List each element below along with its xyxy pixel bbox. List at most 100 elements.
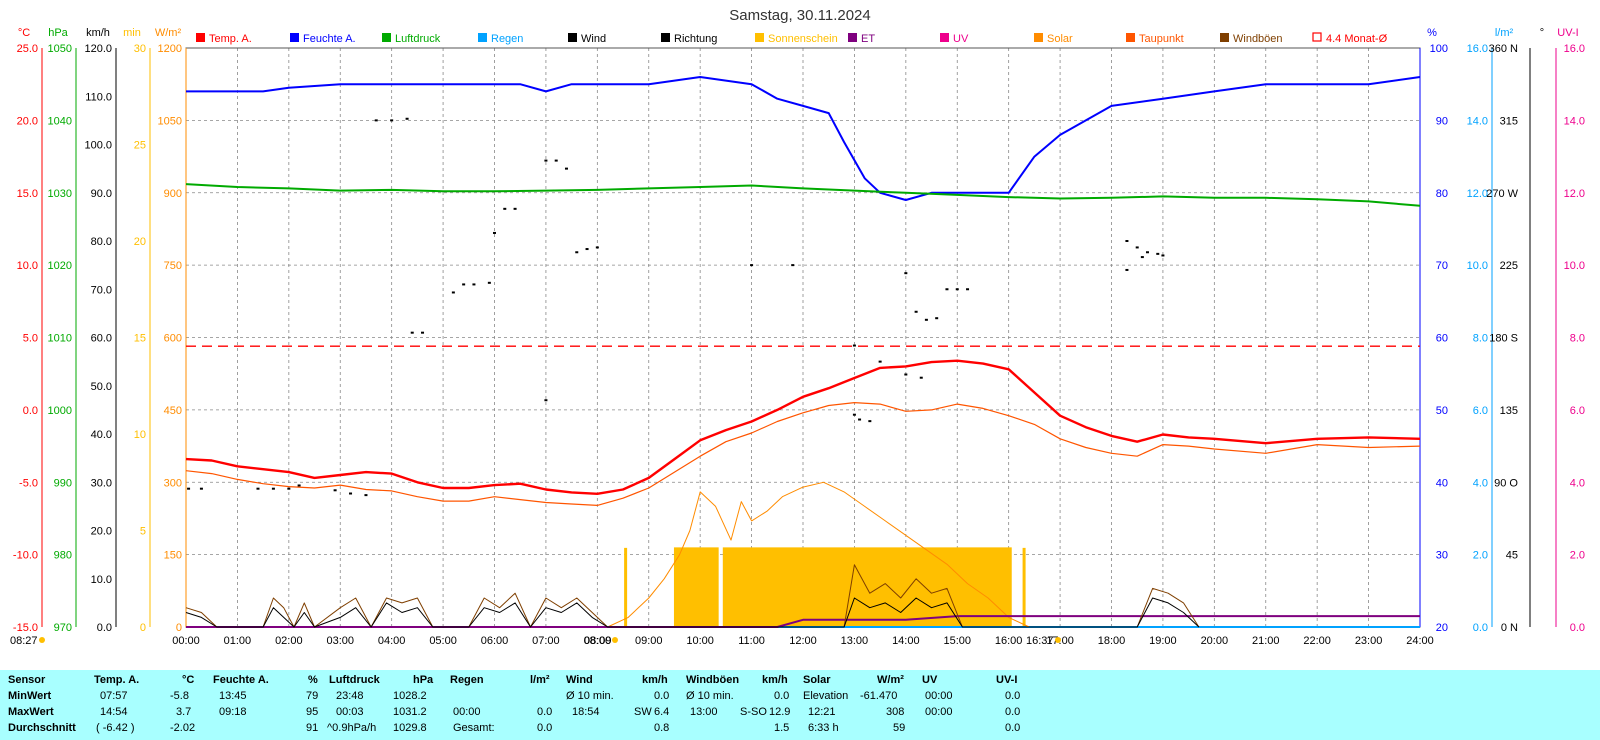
direction-dot [1135,246,1139,249]
stats-avg-solar: 59 [893,722,906,734]
series-line-feuchte-a- [186,76,1421,201]
stats-header-temp-unit: °C [182,674,195,686]
direction-dot [791,264,795,267]
axis-tick-wind: 80.0 [91,236,112,248]
x-tick-label: 18:00 [1098,635,1126,647]
stats-header-gust-unit: km/h [762,674,788,686]
axis-tick-press: 1050 [48,43,72,55]
direction-dot [919,376,923,379]
axis-tick-hum: 60 [1436,333,1448,345]
stats-header-uv: UV [922,674,938,686]
stats-avg-press: 1029.8 [393,722,427,734]
axis-tick-dir: 360 N [1489,43,1518,55]
direction-dot [878,360,882,363]
legend-swatch [568,33,577,42]
legend-label: Luftdruck [395,33,441,45]
axis-tick-press: 1000 [48,405,72,417]
direction-dot [935,317,939,320]
axis-tick-rain: 4.0 [1473,477,1488,489]
axis-tick-hum: 70 [1436,260,1448,272]
axis-tick-solar: 1050 [158,115,182,127]
stats-max-wind: 6.4 [654,706,670,718]
axis-tick-min: 0 [140,622,146,634]
stats-header-solar-unit: W/m² [877,674,904,686]
direction-dot [271,487,275,490]
axis-tick-uv: 16.0 [1564,43,1585,55]
x-tick-label: 20:00 [1201,635,1229,647]
stats-max-gust-dir: S-SO [740,706,767,718]
axis-tick-rain: 6.0 [1473,405,1488,417]
stats-min-temp: -5.8 [170,690,189,702]
stats-header-hum-unit: % [308,674,318,686]
axis-tick-uv: 0.0 [1570,622,1585,634]
stats-header-rain-unit: l/m² [530,674,550,686]
axis-unit-uv: UV-I [1557,27,1578,39]
axis-tick-rain: 14.0 [1467,115,1488,127]
stats-header-sensor: Sensor [8,674,46,686]
legend-label: Windböen [1233,33,1283,45]
axis-unit-rain: l/m² [1495,27,1514,39]
direction-dot [904,373,908,376]
axis-tick-uv: 6.0 [1570,405,1585,417]
axis-tick-wind: 110.0 [85,91,112,103]
direction-dot [1161,254,1165,257]
axis-tick-press: 1010 [48,333,72,345]
axis-tick-hum: 40 [1436,477,1448,489]
direction-dot [575,251,579,254]
direction-dot [287,487,291,490]
axis-tick-uv: 2.0 [1570,550,1585,562]
x-tick-label: 24:00 [1406,635,1434,647]
sunrise-icon [612,637,618,643]
stats-avg-uv: 0.0 [1005,722,1021,734]
x-tick-label: 23:00 [1355,635,1383,647]
axis-unit-min: min [123,27,141,39]
stats-max-temp: 3.7 [176,706,192,718]
stats-header-hum: Feuchte A. [213,674,269,686]
axis-tick-press: 1030 [48,188,72,200]
axis-tick-solar: 900 [164,188,182,200]
direction-dot [585,248,589,251]
direction-dot [924,318,928,321]
stats-header-press: Luftdruck [329,674,380,686]
direction-dot [1156,252,1160,255]
stats-avg-solar-time: 6:33 h [808,722,839,734]
legend-label: 4.4 Monat-Ø [1326,33,1388,45]
direction-dot [966,288,970,291]
stats-max-gust: 12.9 [769,706,791,718]
stats-header-solar: Solar [803,674,831,686]
axis-tick-min: 25 [134,140,146,152]
axis-tick-press: 1040 [48,115,72,127]
series-line-wind [185,597,1200,628]
axis-tick-hum: 20 [1436,622,1448,634]
x-tick-label: 19:00 [1149,635,1177,647]
direction-dot [1145,251,1149,254]
legend-swatch [1034,33,1043,42]
legend-swatch [382,33,391,42]
legend-swatch [1312,32,1322,42]
stats-min-solar: -61.470 [860,690,898,702]
direction-dot [405,117,409,120]
stats-avg-label: Durchschnitt [8,722,76,734]
axis-tick-min: 5 [140,526,146,538]
stats-header-uv-unit: UV-I [996,674,1018,686]
legend-label: Sonnenschein [768,33,838,45]
axis-tick-dir: 315 [1500,115,1518,127]
legend-label: Temp. A. [209,33,252,45]
x-tick-label: 13:00 [841,635,869,647]
stats-max-wind-dir: SW [634,706,652,718]
axis-tick-solar: 1200 [158,43,182,55]
axis-tick-wind: 30.0 [91,477,112,489]
x-tick-label: 22:00 [1303,635,1331,647]
axis-tick-wind: 20.0 [91,526,112,538]
stats-avg-rain-time: Gesamt: [453,722,495,734]
weather-chart: Samstag, 30.11.2024 00:00 01:00 02:00 03:00 0… [10,7,1585,647]
stats-avg-temp-time: ( -6.42 ) [96,722,135,734]
direction-dot [1125,268,1129,271]
chart-svg: Samstag, 30.11.2024 00:00 01:00 02:00 03:00 0… [10,7,1585,647]
x-tick-label: 01:00 [224,635,252,647]
axis-tick-dir: 225 [1500,260,1518,272]
x-tick-label: 06:00 [481,635,509,647]
axis-unit-dir: ° [1540,27,1544,39]
stats-avg-wind: 0.8 [654,722,670,734]
x-tick-label: 07:00 [532,635,560,647]
